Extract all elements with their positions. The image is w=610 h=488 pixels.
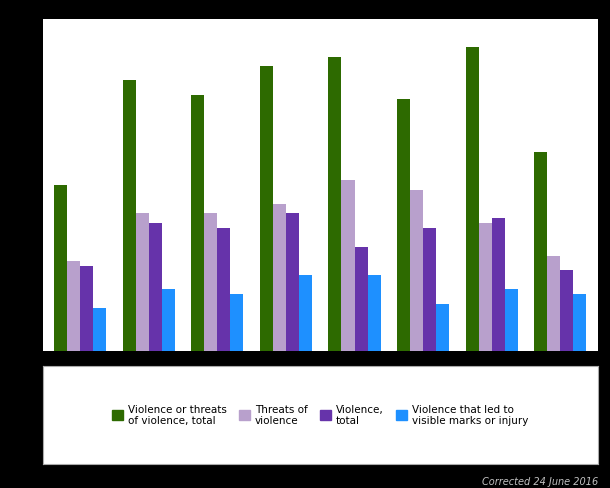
Bar xyxy=(192,95,204,351)
Bar xyxy=(67,261,81,351)
Bar xyxy=(217,228,231,351)
Bar xyxy=(354,247,368,351)
Bar xyxy=(286,214,299,351)
Bar xyxy=(410,190,423,351)
Text: Corrected 24 June 2016: Corrected 24 June 2016 xyxy=(481,476,598,486)
Bar xyxy=(465,48,479,351)
Bar xyxy=(123,81,136,351)
Bar xyxy=(54,185,67,351)
Bar xyxy=(136,214,149,351)
Bar xyxy=(162,290,175,351)
Bar xyxy=(436,304,449,351)
Bar xyxy=(368,276,381,351)
Bar xyxy=(342,181,354,351)
Bar xyxy=(573,294,586,351)
Bar xyxy=(231,294,243,351)
Bar xyxy=(328,58,342,351)
Bar xyxy=(204,214,217,351)
Bar xyxy=(492,219,504,351)
Bar xyxy=(81,266,93,351)
Bar xyxy=(149,224,162,351)
Bar xyxy=(273,204,286,351)
Bar xyxy=(260,67,273,351)
Bar xyxy=(547,257,560,351)
Bar xyxy=(397,100,410,351)
Legend: Violence or threats
of violence, total, Threats of
violence, Violence,
total, Vi: Violence or threats of violence, total, … xyxy=(107,399,533,431)
Bar xyxy=(299,276,312,351)
Bar xyxy=(560,271,573,351)
Bar xyxy=(479,224,492,351)
Bar xyxy=(504,290,518,351)
Bar xyxy=(423,228,436,351)
Bar xyxy=(93,309,106,351)
Bar xyxy=(534,152,547,351)
